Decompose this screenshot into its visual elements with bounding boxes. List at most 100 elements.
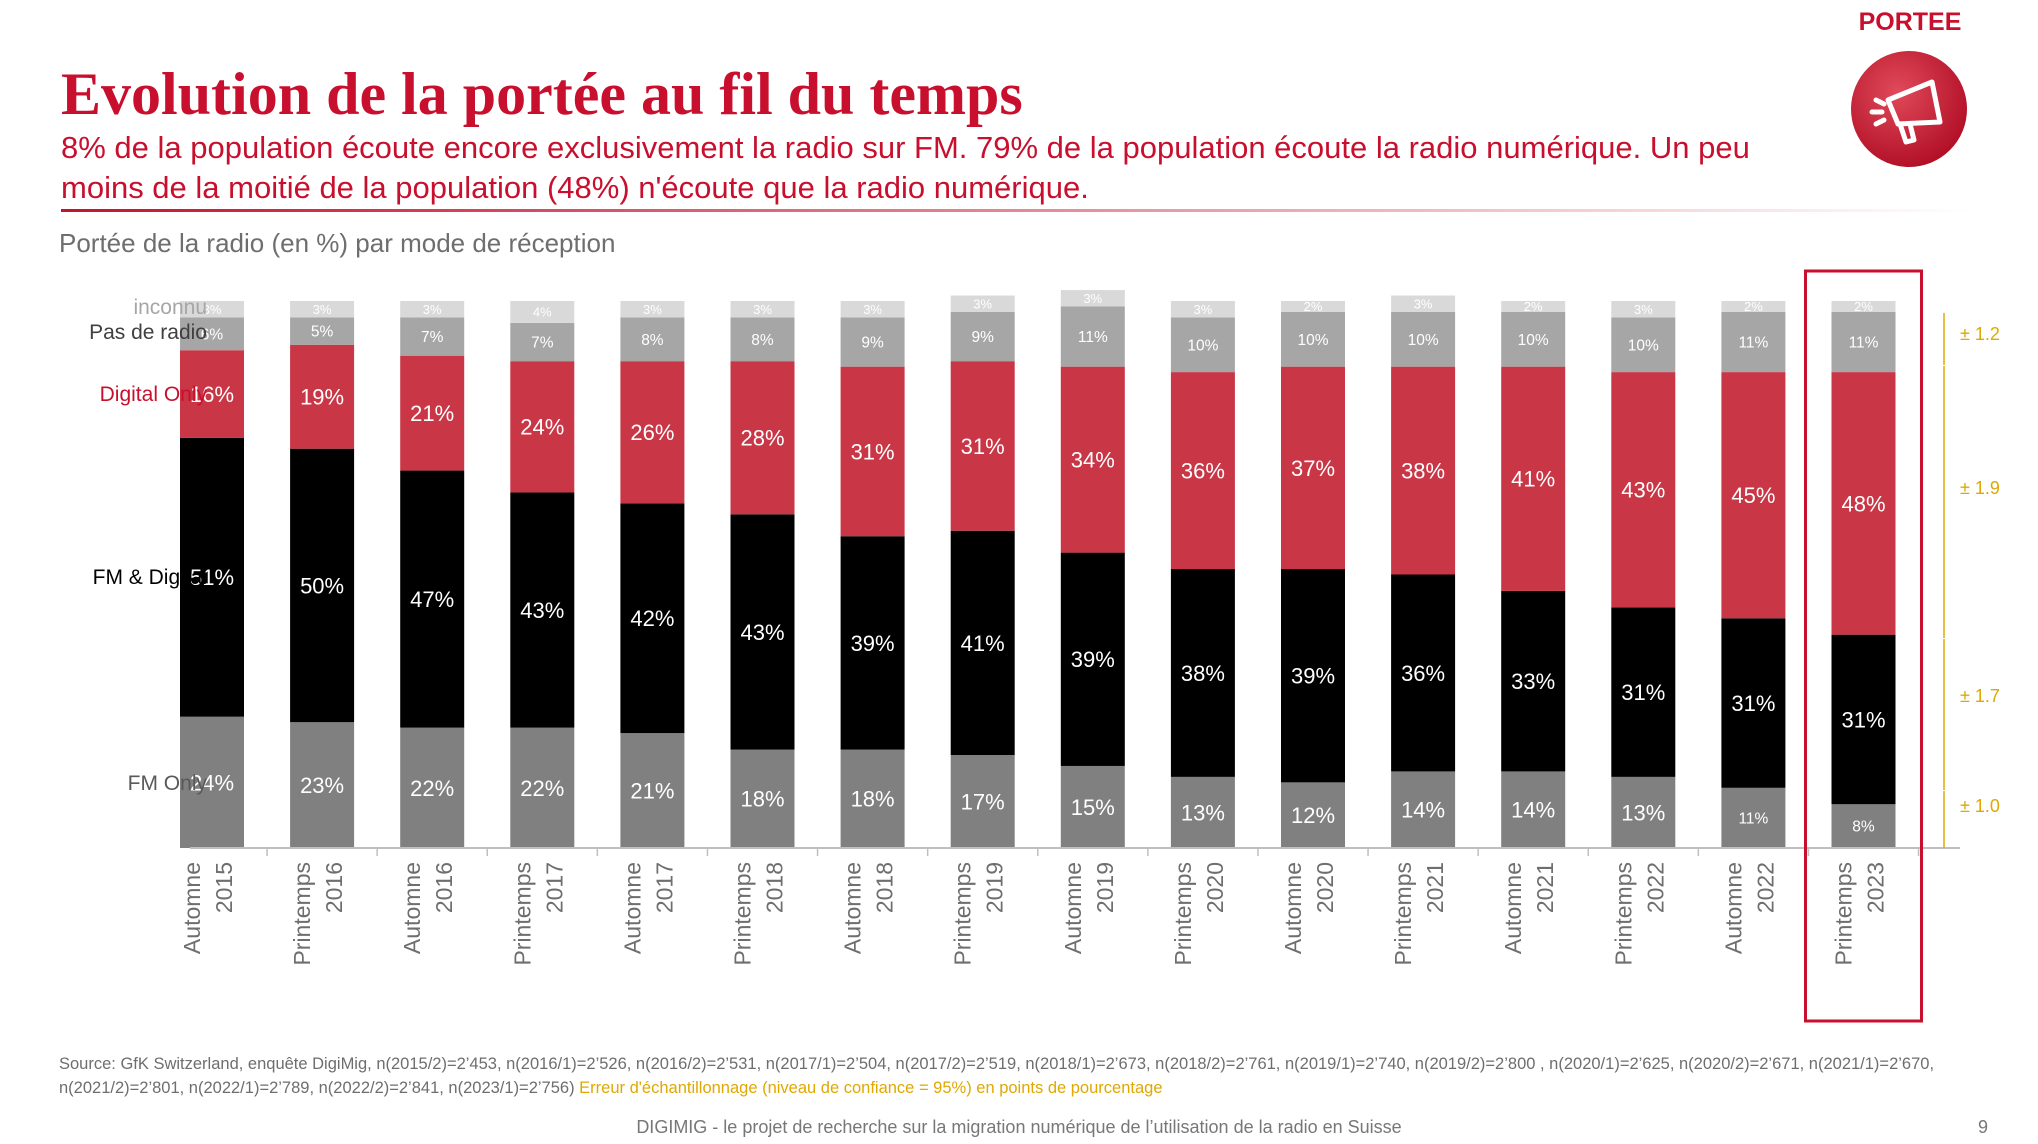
page-subtitle: 8% de la population écoute encore exclus… xyxy=(61,130,1750,205)
source-text: Source: GfK Switzerland, enquête DigiMig… xyxy=(59,1055,1935,1097)
bar-segment xyxy=(1391,771,1456,848)
bar-segment xyxy=(1170,301,1235,318)
bar-segment xyxy=(400,727,465,848)
bar-segment xyxy=(180,317,244,351)
data-label: 17% xyxy=(961,789,1005,814)
data-label: 3% xyxy=(1414,296,1433,311)
bar-segment xyxy=(1391,366,1456,575)
bar-segment xyxy=(1170,776,1235,848)
tick-label: 2018 xyxy=(762,862,788,913)
data-label: 3% xyxy=(973,296,992,311)
bar-segment xyxy=(1060,306,1125,367)
bar-segment xyxy=(1170,372,1235,570)
legend-label: FM & Digital xyxy=(93,566,207,589)
tick-label: Automne xyxy=(399,862,425,954)
bar-segment xyxy=(180,437,244,717)
bar-segment xyxy=(510,727,575,848)
bar-segment xyxy=(950,755,1015,848)
bar-segment xyxy=(950,361,1015,531)
bar-segment xyxy=(1060,366,1125,553)
data-label: 3% xyxy=(423,302,442,317)
tick-label: Printemps xyxy=(289,862,315,966)
data-label: 3% xyxy=(203,302,222,317)
data-label: 9% xyxy=(971,329,994,346)
tick-label: 2016 xyxy=(431,862,457,913)
legend-label: FM Only xyxy=(128,772,208,795)
data-label: 43% xyxy=(520,598,564,623)
bar-segment xyxy=(620,301,685,318)
data-label: 11% xyxy=(1738,335,1768,352)
page-title: Evolution de la portée au fil du temps xyxy=(61,61,1023,127)
bar-segment xyxy=(1281,311,1345,367)
data-label: 11% xyxy=(1849,335,1879,352)
data-label: 6% xyxy=(201,326,224,343)
bar-segment xyxy=(1060,765,1125,848)
bar-segment xyxy=(620,733,685,848)
bar-segment xyxy=(180,301,244,318)
data-label: 21% xyxy=(410,401,454,426)
page-number: 9 xyxy=(1978,1117,1989,1137)
bar-segment xyxy=(840,536,905,750)
data-label: 31% xyxy=(1841,707,1885,732)
bar-segment xyxy=(1281,366,1345,570)
bar-segment xyxy=(180,716,244,848)
bar-segment xyxy=(1501,590,1566,772)
data-label: 2% xyxy=(1304,299,1323,314)
bar-segment xyxy=(730,749,795,848)
data-label: 2% xyxy=(1854,299,1873,314)
bar-segment xyxy=(400,301,465,318)
bar-segment xyxy=(1170,317,1235,373)
data-label: 26% xyxy=(630,420,674,445)
data-label: 15% xyxy=(1071,795,1115,820)
bar-segment xyxy=(290,448,355,723)
data-label: 28% xyxy=(740,426,784,451)
tick-label: 2018 xyxy=(872,862,898,913)
data-label: 16% xyxy=(190,382,234,407)
tick-label: 2020 xyxy=(1202,862,1228,913)
data-label: 10% xyxy=(1187,337,1218,354)
bar-segment xyxy=(730,361,795,515)
data-label: 22% xyxy=(410,776,454,801)
data-label: 31% xyxy=(961,434,1005,459)
bar-segment xyxy=(180,350,244,438)
data-label: 51% xyxy=(190,565,234,590)
tick-label: Automne xyxy=(1060,862,1086,954)
bar-segment xyxy=(1611,301,1676,318)
bar-segment xyxy=(1611,372,1676,608)
data-label: 14% xyxy=(1511,798,1555,823)
data-label: 13% xyxy=(1621,800,1665,825)
tick-label: 2020 xyxy=(1312,862,1338,913)
bar-segment xyxy=(620,317,685,362)
bar-segment xyxy=(1501,311,1566,367)
chart-subtitle: Portée de la radio (en %) par mode de ré… xyxy=(59,228,616,258)
data-label: 3% xyxy=(863,302,882,317)
bar-segment xyxy=(1060,290,1125,307)
bar-segment xyxy=(1721,618,1786,788)
data-label: 22% xyxy=(520,776,564,801)
data-label: 31% xyxy=(1731,691,1775,716)
sampling-note: Erreur d'échantillonnage (niveau de conf… xyxy=(579,1079,1163,1097)
tick-label: Automne xyxy=(179,862,205,954)
data-label: 3% xyxy=(1194,302,1213,317)
bar-segment xyxy=(1831,372,1896,635)
data-label: 7% xyxy=(531,335,554,352)
data-label: 23% xyxy=(300,773,344,798)
data-label: 3% xyxy=(753,302,772,317)
bar-segment xyxy=(290,722,355,848)
data-label: 50% xyxy=(300,573,344,598)
badge-label: PORTEE xyxy=(1858,8,1962,36)
bar-segment xyxy=(730,514,795,750)
data-label: 45% xyxy=(1731,483,1775,508)
tick-label: Printemps xyxy=(730,862,756,966)
data-label: 10% xyxy=(1518,332,1549,349)
bar-segment xyxy=(730,317,795,362)
data-label: 37% xyxy=(1291,456,1335,481)
bar-segment xyxy=(1831,311,1896,373)
bar-segment xyxy=(1501,366,1566,591)
data-label: 41% xyxy=(961,631,1005,656)
tick-label: Automne xyxy=(1500,862,1526,954)
bar-segment xyxy=(510,361,575,493)
bar-segment xyxy=(1391,574,1456,772)
data-label: 10% xyxy=(1628,337,1659,354)
data-label: 24% xyxy=(520,415,564,440)
